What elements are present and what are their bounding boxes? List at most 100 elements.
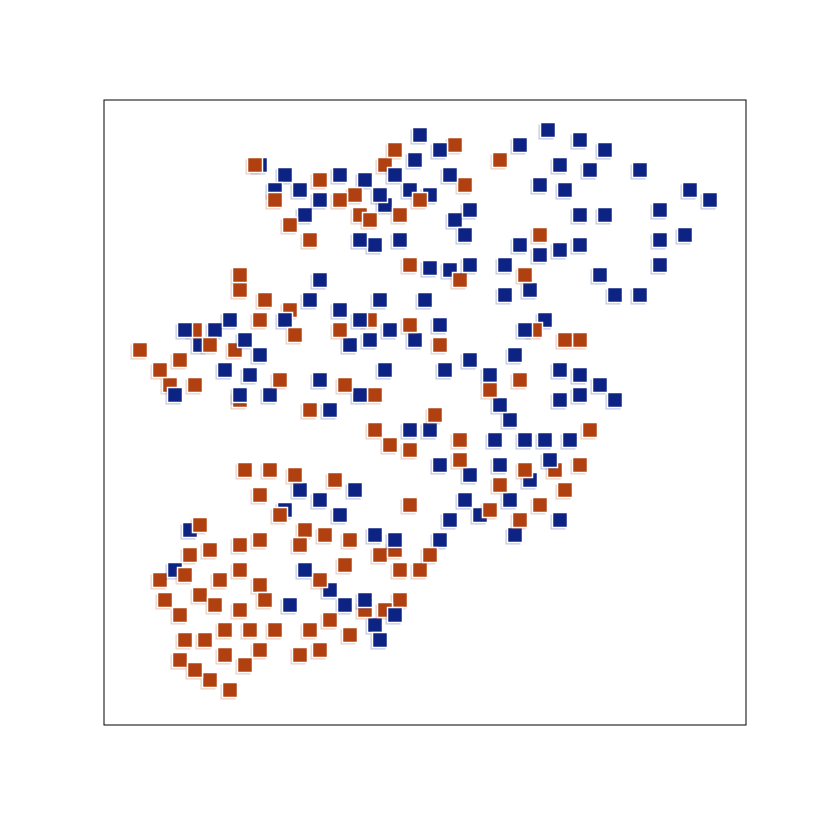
point-navy [291,481,309,499]
point-navy [261,386,279,404]
point-orange [321,611,339,629]
point-navy [606,286,624,304]
point-orange [401,441,419,459]
point-navy [591,266,609,284]
point-orange [481,501,499,519]
point-orange [286,326,304,344]
point-orange [481,381,499,399]
point-orange [431,336,449,354]
point-orange [571,331,589,349]
point-navy [541,451,559,469]
point-navy [496,256,514,274]
point-navy [411,126,429,144]
point-navy [241,366,259,384]
point-orange [221,681,239,699]
point-orange [251,486,269,504]
point-orange [331,191,349,209]
point-orange [516,266,534,284]
point-navy [631,161,649,179]
point-orange [271,371,289,389]
point-orange [331,321,349,339]
point-navy [571,386,589,404]
point-orange [311,641,329,659]
point-navy [296,206,314,224]
point-navy [461,351,479,369]
point-orange [411,561,429,579]
point-orange [446,136,464,154]
point-navy [516,431,534,449]
point-orange [251,531,269,549]
point-navy [441,166,459,184]
point-navy [406,151,424,169]
point-navy [431,316,449,334]
point-navy [531,246,549,264]
point-navy [501,491,519,509]
point-navy [461,466,479,484]
point-navy [386,166,404,184]
point-navy [531,176,549,194]
point-orange [366,421,384,439]
point-navy [366,616,384,634]
point-orange [556,331,574,349]
point-navy [511,136,529,154]
point-orange [531,226,549,244]
point-orange [201,336,219,354]
point-orange [201,541,219,559]
point-orange [311,571,329,589]
point-navy [431,456,449,474]
point-navy [701,191,719,209]
point-orange [151,361,169,379]
point-navy [491,396,509,414]
point-navy [376,361,394,379]
point-navy [251,346,269,364]
point-orange [301,621,319,639]
point-navy [446,211,464,229]
point-navy [436,361,454,379]
point-orange [131,341,149,359]
point-navy [681,181,699,199]
point-orange [531,496,549,514]
point-navy [331,301,349,319]
point-orange [261,461,279,479]
point-navy [421,259,439,277]
point-navy [356,171,374,189]
point-navy [276,311,294,329]
point-orange [156,591,174,609]
point-navy [206,321,224,339]
point-orange [286,466,304,484]
point-navy [591,376,609,394]
point-navy [536,431,554,449]
point-orange [246,156,264,174]
point-navy [231,386,249,404]
point-orange [311,171,329,189]
point-navy [481,366,499,384]
point-orange [181,546,199,564]
point-navy [391,231,409,249]
point-navy [351,231,369,249]
point-navy [401,421,419,439]
point-navy [651,201,669,219]
point-orange [206,596,224,614]
point-navy [551,241,569,259]
point-orange [291,646,309,664]
point-orange [346,186,364,204]
point-orange [196,631,214,649]
point-orange [341,531,359,549]
point-navy [561,431,579,449]
point-navy [331,506,349,524]
point-orange [301,401,319,419]
point-orange [336,556,354,574]
point-navy [421,421,439,439]
point-navy [301,291,319,309]
point-navy [321,401,339,419]
point-navy [276,166,294,184]
point-orange [231,601,249,619]
point-navy [236,331,254,349]
point-orange [411,191,429,209]
point-navy [291,181,309,199]
point-orange [186,376,204,394]
point-orange [391,561,409,579]
point-navy [406,331,424,349]
point-orange [401,256,419,274]
